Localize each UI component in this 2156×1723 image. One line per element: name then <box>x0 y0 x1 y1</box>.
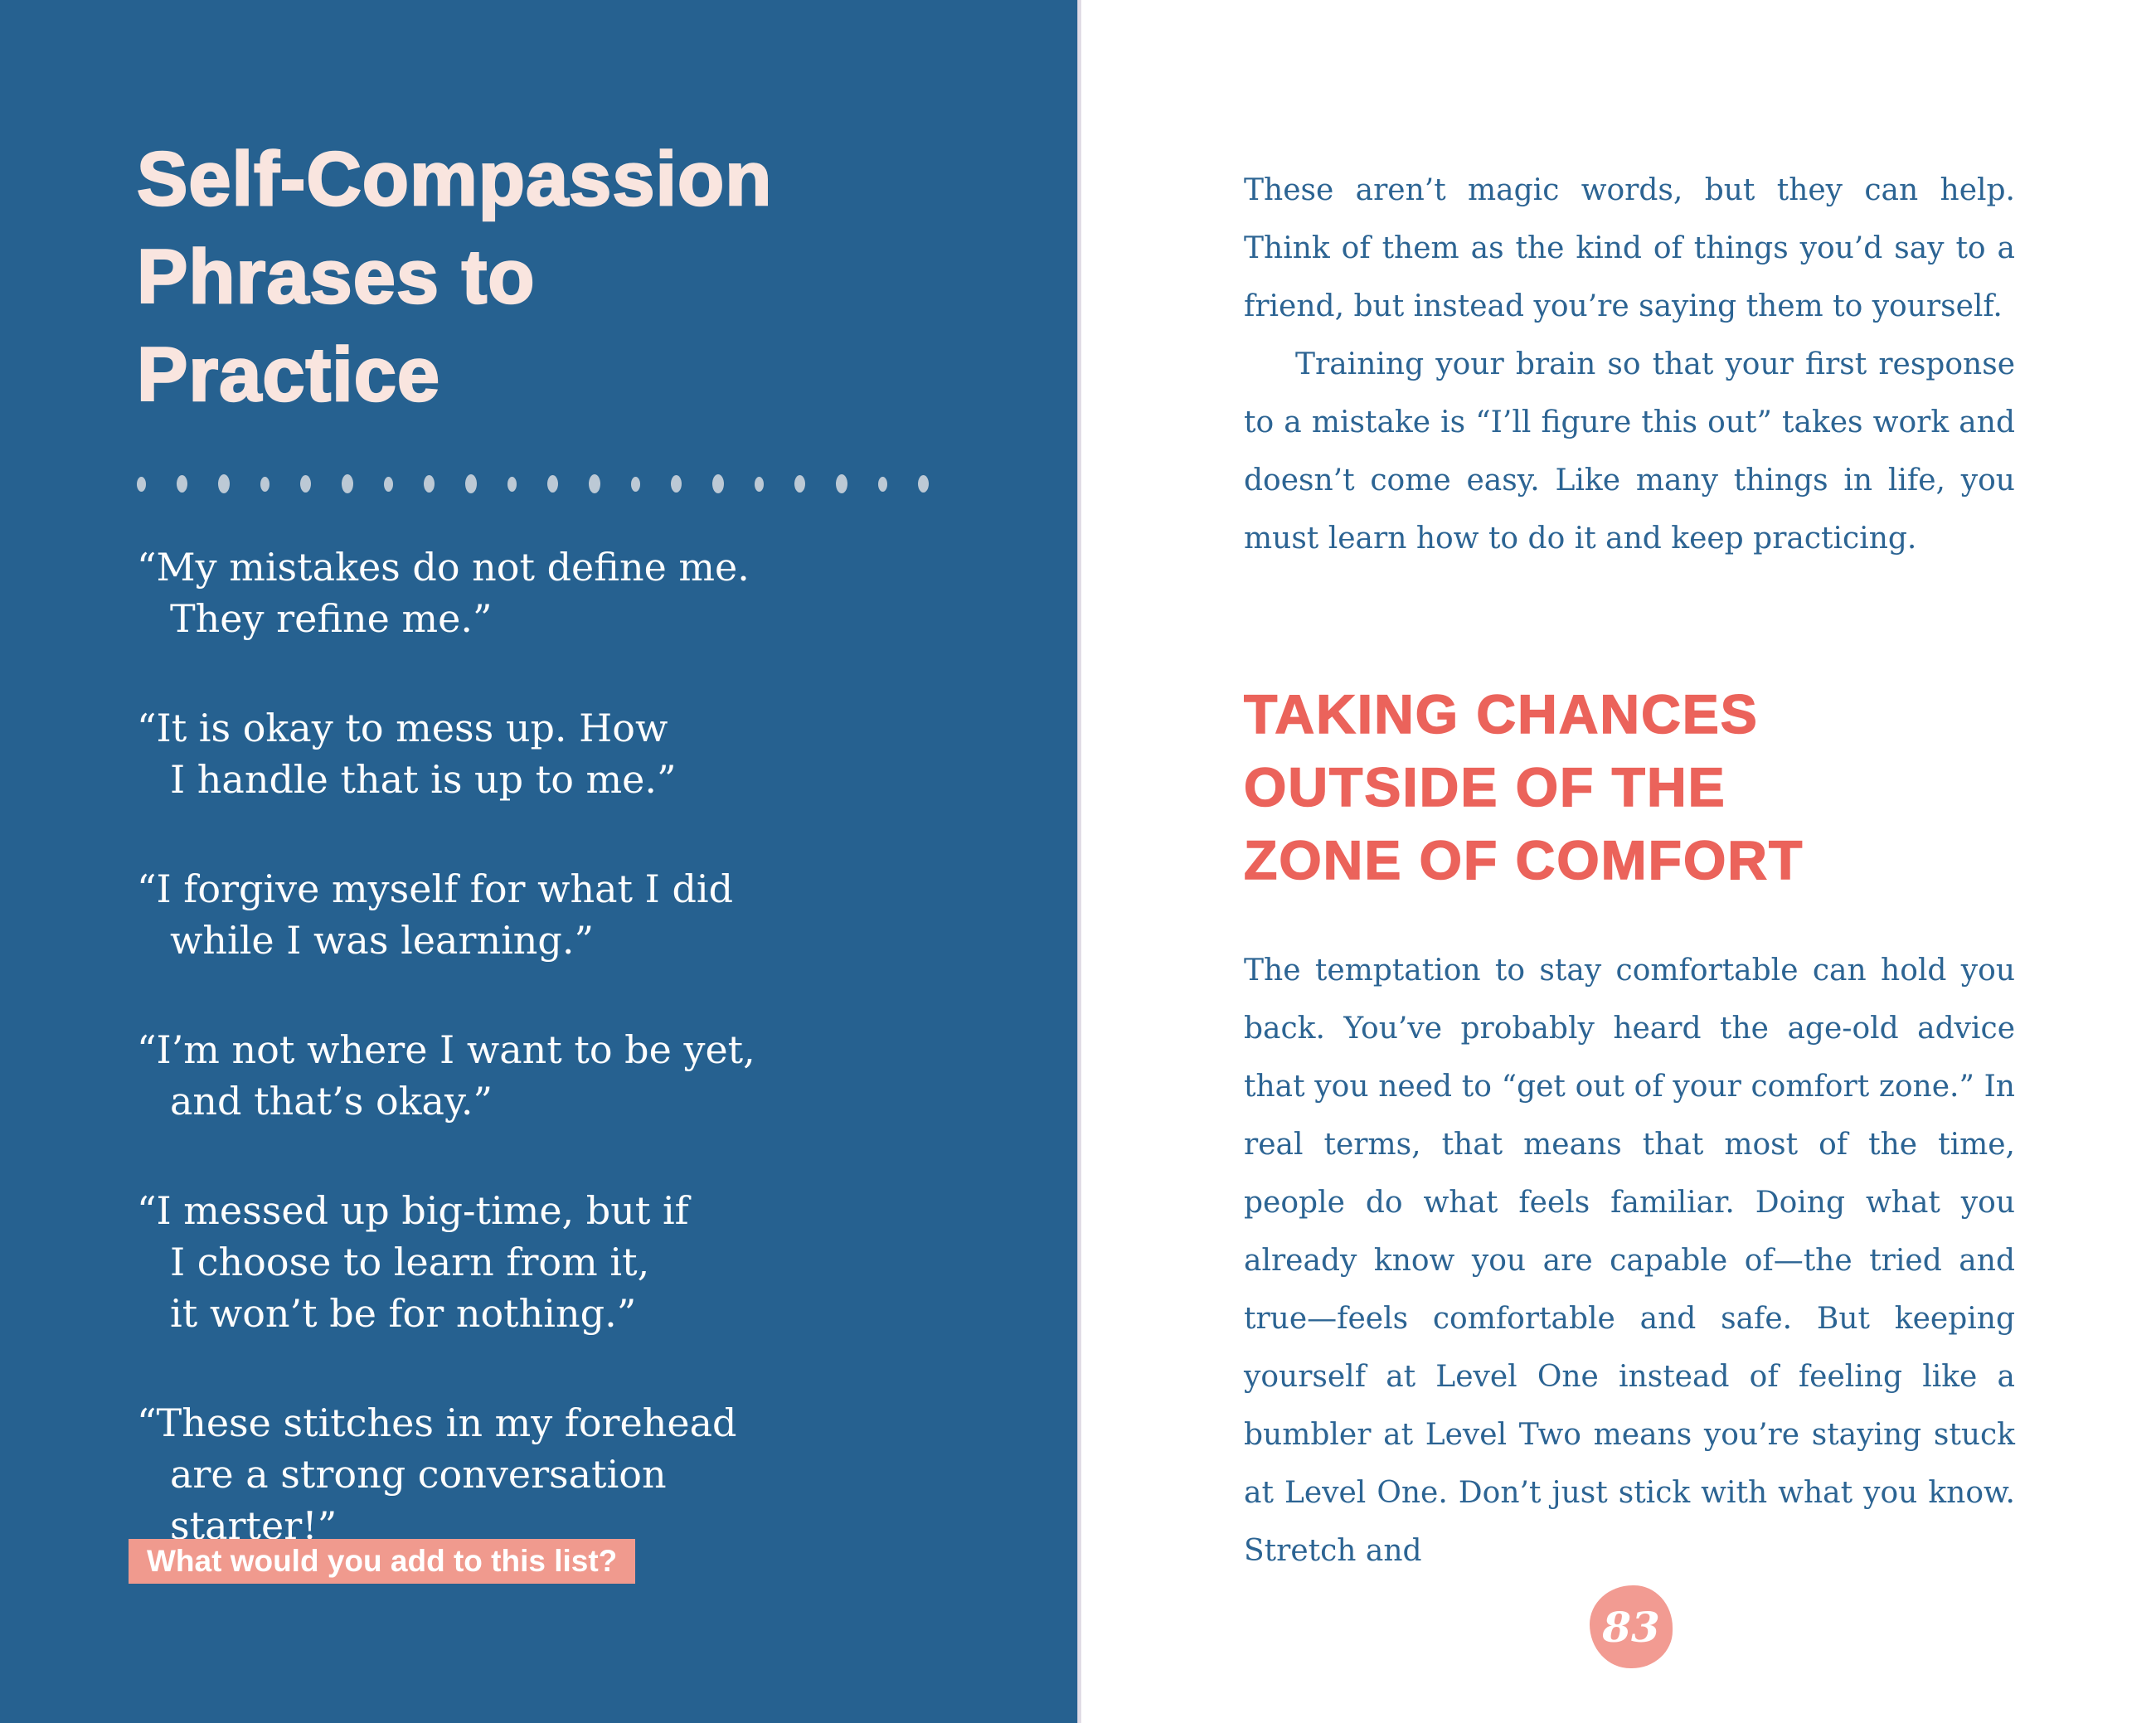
phrase: “These stitches in my forehead are a str… <box>137 1397 1028 1551</box>
dot <box>300 475 311 493</box>
phrase-line: They refine me.” <box>170 596 493 642</box>
phrase-list: “My mistakes do not define me. They refi… <box>137 541 1028 1551</box>
right-page: These aren’t magic words, but they can h… <box>1081 0 2156 1723</box>
page-gutter-divider <box>1077 0 1081 1723</box>
dot <box>755 476 764 492</box>
phrase-line: it won’t be for nothing.” <box>170 1291 637 1337</box>
dot <box>631 476 640 492</box>
phrase-line: are a strong conversation <box>170 1452 667 1497</box>
intro-paragraph: Training your brain so that your first r… <box>1244 347 2015 556</box>
dotted-divider <box>137 474 1028 496</box>
phrase-line: I handle that is up to me.” <box>170 757 677 803</box>
dot <box>137 476 146 492</box>
dot <box>712 474 724 494</box>
dot <box>177 475 187 493</box>
phrase-line: “I messed up big-time, but if <box>137 1188 689 1234</box>
dot <box>424 475 435 493</box>
dot <box>507 476 517 492</box>
dot <box>465 474 477 494</box>
page-number-badge: 83 <box>1590 1585 1673 1668</box>
dot <box>836 474 847 494</box>
dot <box>878 476 887 492</box>
left-page: Self-Compassion Phrases to Practice “My … <box>0 0 1078 1723</box>
section-heading-line: OUTSIDE OF THE <box>1243 755 1726 818</box>
section-heading-line: TAKING CHANCES <box>1243 682 1759 745</box>
page-title-line: Practice <box>136 331 441 418</box>
section-heading: TAKING CHANCES OUTSIDE OF THE ZONE OF CO… <box>1243 677 2015 896</box>
dot <box>589 474 600 494</box>
phrase: “I messed up big-time, but if I choose t… <box>137 1185 1028 1339</box>
dot <box>671 475 682 493</box>
phrase-line: “I’m not where I want to be yet, <box>137 1027 755 1073</box>
page-title-line: Self-Compassion <box>136 135 773 222</box>
page-number: 83 <box>1602 1602 1660 1652</box>
phrase: “My mistakes do not define me. They refi… <box>137 541 1028 644</box>
intro-paragraph: These aren’t magic words, but they can h… <box>1244 173 2015 323</box>
dot <box>260 476 270 492</box>
phrase-line: “I forgive myself for what I did <box>137 866 734 912</box>
phrase-line: I choose to learn from it, <box>170 1240 650 1285</box>
phrase: “I’m not where I want to be yet, and tha… <box>137 1024 1028 1127</box>
phrase-line: “It is okay to mess up. How <box>137 706 668 751</box>
dot <box>794 475 805 493</box>
dot <box>218 474 230 494</box>
page-title: Self-Compassion Phrases to Practice <box>136 130 1028 424</box>
phrase-line: “My mistakes do not define me. <box>137 545 750 590</box>
dot <box>342 474 353 494</box>
phrase: “It is okay to mess up. How I handle tha… <box>137 702 1028 805</box>
phrase-line: while I was learning.” <box>170 918 594 963</box>
dot <box>918 475 929 493</box>
body-paragraph: The temptation to stay comfortable can h… <box>1244 953 2015 1568</box>
phrase-line: and that’s okay.” <box>170 1079 493 1124</box>
phrase: “I forgive myself for what I did while I… <box>137 863 1028 966</box>
section-heading-line: ZONE OF COMFORT <box>1243 828 1804 891</box>
page-title-line: Phrases to <box>136 233 536 320</box>
dot <box>547 475 558 493</box>
dot <box>384 476 393 492</box>
callout-prompt: What would you add to this list? <box>129 1539 636 1584</box>
phrase-line: “These stitches in my forehead <box>137 1400 737 1446</box>
